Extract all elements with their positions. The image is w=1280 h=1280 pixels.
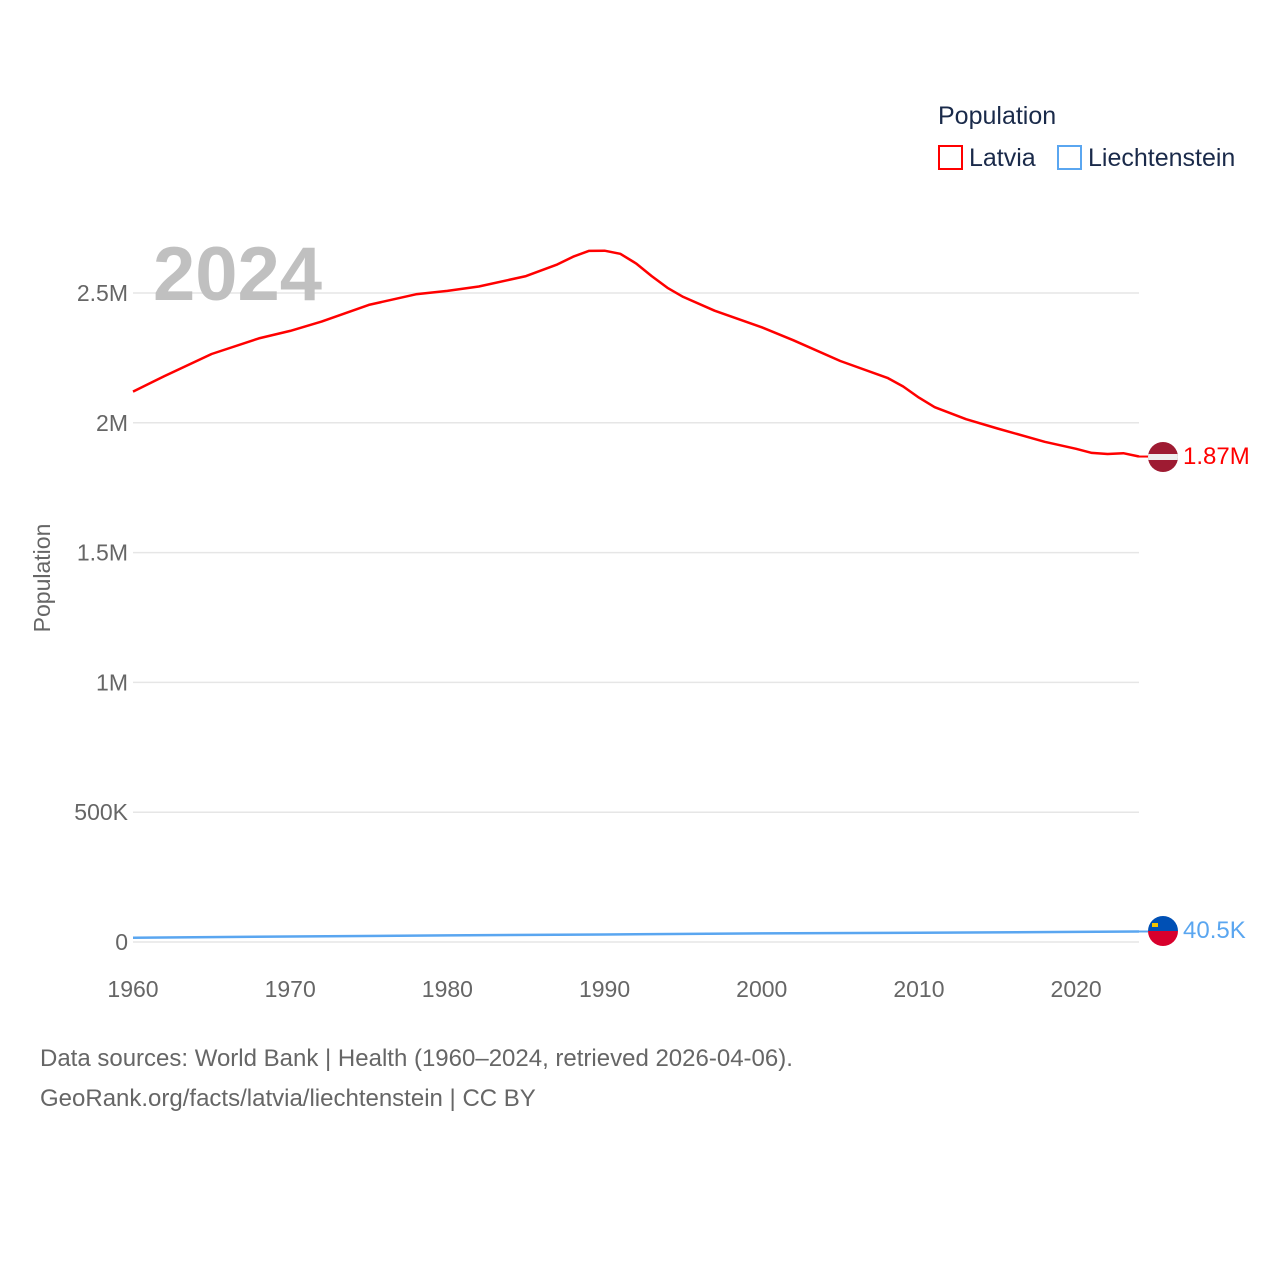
latvia-end-label: 1.87M [1183,443,1250,470]
year-watermark: 2024 [153,232,322,317]
y-tick-label: 1.5M [77,540,128,566]
y-tick-label: 0 [115,929,128,955]
y-tick-label: 500K [74,799,128,825]
x-tick-label: 2000 [736,976,787,1002]
y-axis-label: Population [29,524,55,633]
series-lines [132,249,1148,939]
legend-item-liechtenstein[interactable]: Liechtenstein [1057,144,1235,172]
x-tick-label: 1980 [422,976,473,1002]
legend-swatch-liechtenstein [1057,145,1082,170]
y-tick-label: 1M [96,669,128,695]
x-axis: 1960 1970 1980 1990 2000 2010 2020 [107,976,1101,1002]
end-markers: 1.87M 40.5K [1148,442,1250,946]
legend-swatch-latvia [938,145,963,170]
latvia-flag-icon [1148,442,1178,472]
liechtenstein-end-label: 40.5K [1183,917,1246,944]
series-line-liechtenstein [132,930,1140,939]
liechtenstein-flag-icon [1148,916,1178,946]
y-axis: 0 500K 1M 1.5M 2M 2.5M [74,280,128,955]
footer-sources: Data sources: World Bank | Health (1960–… [40,1045,793,1072]
x-tick-label: 1990 [579,976,630,1002]
legend-title: Population [938,102,1056,130]
legend-label-liechtenstein: Liechtenstein [1088,144,1235,172]
x-tick-label: 1970 [265,976,316,1002]
legend: Population Latvia Liechtenstein [938,102,1235,172]
gridlines [133,292,1139,943]
legend-label-latvia: Latvia [969,144,1036,172]
series-line-latvia [132,249,1140,458]
x-tick-label: 2020 [1051,976,1102,1002]
y-tick-label: 2.5M [77,280,128,306]
x-tick-label: 1960 [107,976,158,1002]
legend-item-latvia[interactable]: Latvia [938,144,1036,172]
footer-link[interactable]: GeoRank.org/facts/latvia/liechtenstein |… [40,1085,536,1112]
x-tick-label: 2010 [893,976,944,1002]
y-tick-label: 2M [96,410,128,436]
